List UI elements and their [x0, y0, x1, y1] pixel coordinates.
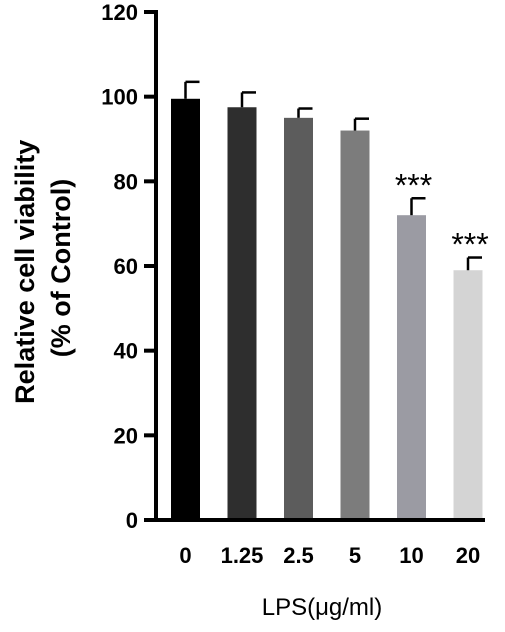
bar-10	[397, 215, 426, 520]
x-tick-label: 10	[399, 543, 423, 568]
x-tick-label: 2.5	[283, 543, 314, 568]
y-axis-title: Relative cell viability (% of Control)	[10, 132, 76, 404]
y-tick-label: 60	[114, 254, 138, 279]
x-tick-label: 1.25	[221, 543, 264, 568]
y-axis-ticks: 0 20 40 60 80 100 120	[101, 0, 156, 533]
y-tick-label: 120	[101, 0, 138, 25]
x-tick-label: 20	[456, 543, 480, 568]
bar-20	[453, 270, 483, 520]
bar-2.5	[284, 117, 313, 520]
bars	[171, 98, 483, 521]
significance-marker: ***	[451, 227, 488, 263]
y-axis-title-line-2: (% of Control)	[46, 179, 76, 357]
x-tick-label: 5	[349, 543, 361, 568]
significance-marker: ***	[395, 167, 432, 203]
y-tick-label: 40	[114, 339, 138, 364]
y-tick-label: 0	[126, 508, 138, 533]
x-tick-label: 0	[179, 543, 191, 568]
y-axis-title-line-1: Relative cell viability	[10, 140, 40, 404]
x-axis-ticks: 0 1.25 2.5 5 10 20	[179, 543, 480, 568]
significance-markers: *** ***	[395, 167, 489, 262]
error-bars	[184, 80, 482, 271]
y-tick-label: 20	[114, 423, 138, 448]
bar-0	[171, 98, 200, 521]
y-tick-label: 100	[101, 85, 138, 110]
bar-1.25	[227, 107, 257, 520]
bar-5	[340, 130, 370, 521]
y-tick-label: 80	[114, 169, 138, 194]
x-axis-title: LPS(μg/ml)	[262, 594, 383, 621]
